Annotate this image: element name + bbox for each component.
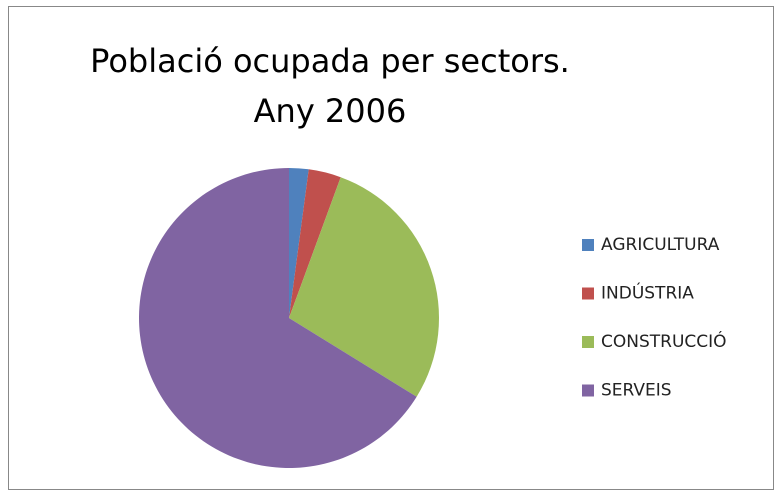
legend-swatch: [582, 287, 594, 300]
pie-slice: [289, 177, 439, 397]
legend-swatch: [582, 239, 594, 251]
chart-title: Població ocupada per sectors. Any 2006: [90, 42, 570, 130]
pie-slice: [289, 169, 341, 318]
legend-swatch: [582, 384, 594, 397]
legend-label: SERVEIS: [601, 381, 672, 401]
pie-slice: [138, 168, 417, 468]
chart-frame: [8, 6, 774, 490]
legend-label: AGRICULTURA: [601, 235, 720, 255]
legend-label: INDÚSTRIA: [601, 282, 694, 304]
pie-slice: [289, 168, 309, 318]
legend-swatch: [582, 336, 594, 348]
legend-label: CONSTRUCCIÓ: [601, 330, 727, 352]
